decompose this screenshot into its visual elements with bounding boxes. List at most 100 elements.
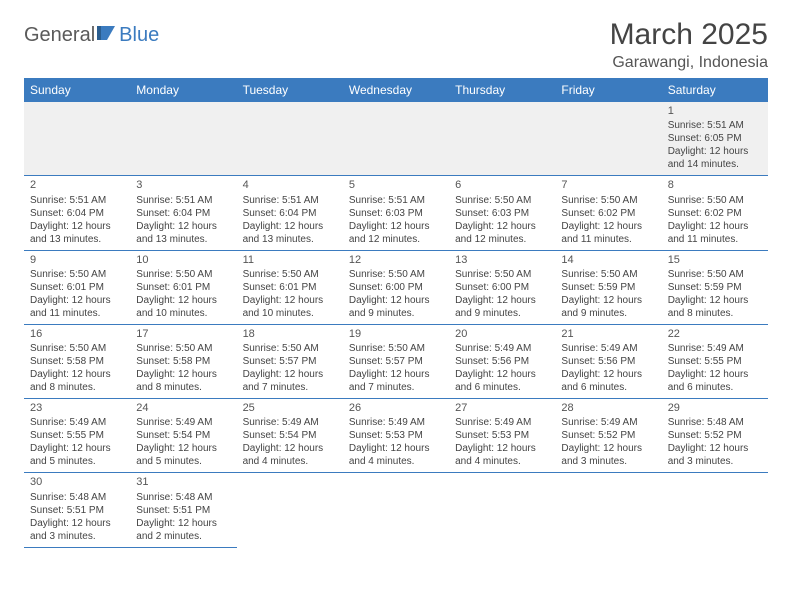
day-number: 5	[349, 178, 443, 192]
calendar-cell: 5 Sunrise: 5:51 AMSunset: 6:03 PMDaylight…	[343, 176, 449, 250]
calendar-cell	[555, 102, 661, 176]
sunrise-text: Sunrise: 5:50 AM	[30, 268, 124, 281]
day-number: 6	[455, 178, 549, 192]
sunrise-text: Sunrise: 5:50 AM	[455, 194, 549, 207]
calendar-cell: 15Sunrise: 5:50 AMSunset: 5:59 PMDayligh…	[662, 250, 768, 324]
day-number: 14	[561, 253, 655, 267]
sunrise-text: Sunrise: 5:50 AM	[668, 194, 762, 207]
calendar-cell	[449, 473, 555, 547]
sunrise-text: Sunrise: 5:49 AM	[668, 342, 762, 355]
calendar-cell: 27Sunrise: 5:49 AMSunset: 5:53 PMDayligh…	[449, 399, 555, 473]
calendar-cell: 29Sunrise: 5:48 AMSunset: 5:52 PMDayligh…	[662, 399, 768, 473]
sunset-text: Sunset: 6:01 PM	[30, 281, 124, 294]
sunrise-text: Sunrise: 5:48 AM	[668, 416, 762, 429]
sunset-text: Sunset: 6:04 PM	[30, 207, 124, 220]
month-title: March 2025	[610, 18, 768, 52]
sunset-text: Sunset: 5:52 PM	[668, 429, 762, 442]
day-number: 20	[455, 327, 549, 341]
sunset-text: Sunset: 5:58 PM	[30, 355, 124, 368]
sunrise-text: Sunrise: 5:51 AM	[349, 194, 443, 207]
calendar-cell	[662, 473, 768, 547]
day-number: 16	[30, 327, 124, 341]
sunset-text: Sunset: 6:03 PM	[455, 207, 549, 220]
calendar-cell: 13Sunrise: 5:50 AMSunset: 6:00 PMDayligh…	[449, 250, 555, 324]
sunset-text: Sunset: 6:05 PM	[668, 132, 762, 145]
calendar-cell: 1Sunrise: 5:51 AMSunset: 6:05 PMDaylight…	[662, 102, 768, 176]
sunset-text: Sunset: 5:53 PM	[455, 429, 549, 442]
sunrise-text: Sunrise: 5:48 AM	[30, 491, 124, 504]
daylight-text: Daylight: 12 hours and 7 minutes.	[243, 368, 337, 394]
calendar-cell: 25Sunrise: 5:49 AMSunset: 5:54 PMDayligh…	[237, 399, 343, 473]
sunrise-text: Sunrise: 5:49 AM	[136, 416, 230, 429]
sunrise-text: Sunrise: 5:51 AM	[136, 194, 230, 207]
sunset-text: Sunset: 5:57 PM	[349, 355, 443, 368]
calendar-cell: 3Sunrise: 5:51 AMSunset: 6:04 PMDaylight…	[130, 176, 236, 250]
sunrise-text: Sunrise: 5:48 AM	[136, 491, 230, 504]
daylight-text: Daylight: 12 hours and 11 minutes.	[561, 220, 655, 246]
weekday-header: Monday	[130, 78, 236, 102]
daylight-text: Daylight: 12 hours and 3 minutes.	[30, 517, 124, 543]
daylight-text: Daylight: 12 hours and 9 minutes.	[349, 294, 443, 320]
sunset-text: Sunset: 6:03 PM	[349, 207, 443, 220]
day-number: 25	[243, 401, 337, 415]
sunrise-text: Sunrise: 5:50 AM	[349, 342, 443, 355]
sunset-text: Sunset: 5:51 PM	[136, 504, 230, 517]
calendar-cell	[343, 102, 449, 176]
daylight-text: Daylight: 12 hours and 12 minutes.	[455, 220, 549, 246]
sunrise-text: Sunrise: 5:50 AM	[668, 268, 762, 281]
sunset-text: Sunset: 5:56 PM	[561, 355, 655, 368]
calendar-cell: 31 Sunrise: 5:48 AMSunset: 5:51 PMDayligh…	[130, 473, 236, 547]
daylight-text: Daylight: 12 hours and 4 minutes.	[243, 442, 337, 468]
sunrise-text: Sunrise: 5:49 AM	[455, 342, 549, 355]
logo-text-general: General	[24, 24, 95, 47]
day-number: 29	[668, 401, 762, 415]
sunrise-text: Sunrise: 5:49 AM	[30, 416, 124, 429]
calendar-cell	[237, 473, 343, 547]
day-number: 11	[243, 253, 337, 267]
sunset-text: Sunset: 6:01 PM	[136, 281, 230, 294]
calendar-cell: 28Sunrise: 5:49 AMSunset: 5:52 PMDayligh…	[555, 399, 661, 473]
calendar-cell	[237, 102, 343, 176]
calendar-row: 9Sunrise: 5:50 AMSunset: 6:01 PMDaylight…	[24, 250, 768, 324]
daylight-text: Daylight: 12 hours and 2 minutes.	[136, 517, 230, 543]
day-number: 4	[243, 178, 337, 192]
calendar-cell: 8Sunrise: 5:50 AMSunset: 6:02 PMDaylight…	[662, 176, 768, 250]
day-number: 21	[561, 327, 655, 341]
sunset-text: Sunset: 6:02 PM	[561, 207, 655, 220]
calendar-cell: 18Sunrise: 5:50 AMSunset: 5:57 PMDayligh…	[237, 324, 343, 398]
daylight-text: Daylight: 12 hours and 4 minutes.	[455, 442, 549, 468]
calendar-cell	[555, 473, 661, 547]
calendar-cell: 11Sunrise: 5:50 AMSunset: 6:01 PMDayligh…	[237, 250, 343, 324]
calendar-cell: 2Sunrise: 5:51 AMSunset: 6:04 PMDaylight…	[24, 176, 130, 250]
sunrise-text: Sunrise: 5:50 AM	[30, 342, 124, 355]
weekday-header: Saturday	[662, 78, 768, 102]
calendar-cell: 21Sunrise: 5:49 AMSunset: 5:56 PMDayligh…	[555, 324, 661, 398]
day-number: 28	[561, 401, 655, 415]
weekday-header: Wednesday	[343, 78, 449, 102]
sunrise-text: Sunrise: 5:51 AM	[668, 119, 762, 132]
day-number: 31	[136, 475, 230, 489]
sunrise-text: Sunrise: 5:49 AM	[349, 416, 443, 429]
day-number: 2	[30, 178, 124, 192]
day-number: 26	[349, 401, 443, 415]
calendar-cell: 4Sunrise: 5:51 AMSunset: 6:04 PMDaylight…	[237, 176, 343, 250]
calendar-cell	[343, 473, 449, 547]
sunrise-text: Sunrise: 5:50 AM	[243, 268, 337, 281]
calendar-body: 1Sunrise: 5:51 AMSunset: 6:05 PMDaylight…	[24, 102, 768, 547]
daylight-text: Daylight: 12 hours and 7 minutes.	[349, 368, 443, 394]
sunset-text: Sunset: 5:51 PM	[30, 504, 124, 517]
sunrise-text: Sunrise: 5:51 AM	[30, 194, 124, 207]
sunset-text: Sunset: 5:52 PM	[561, 429, 655, 442]
day-number: 22	[668, 327, 762, 341]
calendar-cell: 30Sunrise: 5:48 AMSunset: 5:51 PMDayligh…	[24, 473, 130, 547]
sunrise-text: Sunrise: 5:50 AM	[136, 268, 230, 281]
day-number: 8	[668, 178, 762, 192]
daylight-text: Daylight: 12 hours and 12 minutes.	[349, 220, 443, 246]
calendar-cell: 24Sunrise: 5:49 AMSunset: 5:54 PMDayligh…	[130, 399, 236, 473]
calendar-cell: 7Sunrise: 5:50 AMSunset: 6:02 PMDaylight…	[555, 176, 661, 250]
calendar-cell: 6 Sunrise: 5:50 AMSunset: 6:03 PMDaylight…	[449, 176, 555, 250]
daylight-text: Daylight: 12 hours and 10 minutes.	[136, 294, 230, 320]
daylight-text: Daylight: 12 hours and 14 minutes.	[668, 145, 762, 171]
day-number: 24	[136, 401, 230, 415]
sunset-text: Sunset: 5:57 PM	[243, 355, 337, 368]
